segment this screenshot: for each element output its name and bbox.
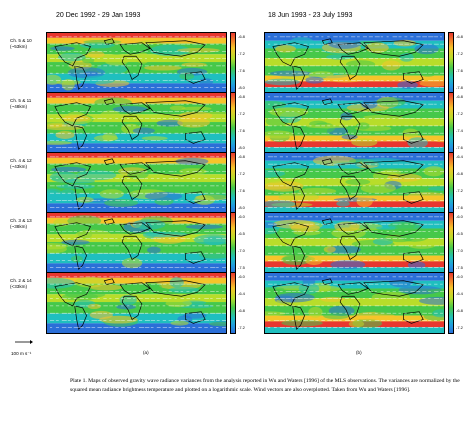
colorbar-tick-label: -6.5 <box>456 231 463 236</box>
colorbar-tick-label: -6.8 <box>238 154 245 159</box>
colorbar-tick-label: -6.4 <box>238 291 245 296</box>
row-label-channels: Ch. 5 & 10 <box>10 38 32 43</box>
variance-map-left <box>46 32 227 94</box>
row-label-altitude: (<33km) <box>10 284 27 289</box>
colorbar-tick-label: -6.8 <box>456 94 463 99</box>
colorbar-tick-label: -6.8 <box>456 171 463 176</box>
colorbar-tick-label: -7.6 <box>456 205 463 210</box>
colorbar-tick-label: -7.6 <box>238 188 245 193</box>
colorbar-tick-label: -7.2 <box>456 111 463 116</box>
variance-map-right <box>264 272 445 334</box>
variance-map-right <box>264 92 445 154</box>
colorbar <box>448 32 454 94</box>
colorbar-tick-label: -6.8 <box>238 308 245 313</box>
colorbar-tick-label: -7.2 <box>238 325 245 330</box>
row-label-channels: Ch. 4 & 12 <box>10 158 32 163</box>
colorbar-tick-label: -6.0 <box>238 214 245 219</box>
row-label-channels: Ch. 3 & 13 <box>10 218 32 223</box>
colorbar-tick-label: -7.5 <box>456 265 463 270</box>
colorbar <box>448 212 454 274</box>
row-label-altitude: (~43km) <box>10 164 27 169</box>
figure-caption: Plate 1. Maps of observed gravity wave r… <box>70 378 460 393</box>
colorbar-tick-label: -7.2 <box>456 325 463 330</box>
variance-map-left <box>46 92 227 154</box>
colorbar <box>230 212 236 274</box>
variance-map-left <box>46 152 227 214</box>
colorbar-tick-label: -7.2 <box>456 51 463 56</box>
colorbar-tick-label: -8.0 <box>238 85 245 90</box>
colorbar-tick-label: -6.8 <box>238 94 245 99</box>
right-column-title: 18 Jun 1993 - 23 July 1993 <box>268 12 353 19</box>
variance-map-left <box>46 272 227 334</box>
row-label-altitude: (~38km) <box>10 224 27 229</box>
colorbar-tick-label: -7.2 <box>238 51 245 56</box>
row-label: Ch. 2 & 14 (<33km) <box>10 278 36 290</box>
colorbar <box>230 152 236 214</box>
panel-label-b: (b) <box>356 350 362 355</box>
colorbar-tick-label: -6.8 <box>456 308 463 313</box>
colorbar <box>230 272 236 334</box>
variance-map-right <box>264 152 445 214</box>
colorbar-tick-label: -7.5 <box>238 265 245 270</box>
reference-arrow-icon <box>15 340 33 344</box>
colorbar-tick-label: -6.4 <box>456 291 463 296</box>
colorbar-tick-label: -7.2 <box>238 171 245 176</box>
variance-map-right <box>264 32 445 94</box>
row-label-channels: Ch. 5 & 11 <box>10 98 32 103</box>
panel-label-a: (a) <box>143 350 149 355</box>
colorbar-tick-label: -6.0 <box>456 274 463 279</box>
colorbar-tick-label: -7.0 <box>238 248 245 253</box>
reference-vector-label: 100 m s⁻¹ <box>11 351 32 356</box>
variance-map-right <box>264 212 445 274</box>
colorbar-tick-label: -6.8 <box>456 34 463 39</box>
colorbar-tick-label: -6.0 <box>238 274 245 279</box>
row-label: Ch. 5 & 10 (~53km) <box>10 38 36 50</box>
colorbar-tick-label: -7.4 <box>456 128 463 133</box>
colorbar-tick-label: -6.8 <box>238 34 245 39</box>
colorbar-tick-label: -6.0 <box>456 214 463 219</box>
colorbar-tick-label: -8.0 <box>238 145 245 150</box>
colorbar-tick-label: -7.6 <box>238 68 245 73</box>
left-column-title: 20 Dec 1992 - 29 Jan 1993 <box>56 12 141 19</box>
row-label-altitude: (~48km) <box>10 104 27 109</box>
colorbar-tick-label: -7.6 <box>456 68 463 73</box>
row-label-channels: Ch. 2 & 14 <box>10 278 32 283</box>
colorbar <box>230 92 236 154</box>
colorbar-tick-label: -7.6 <box>238 128 245 133</box>
colorbar-tick-label: -6.5 <box>238 231 245 236</box>
colorbar <box>448 152 454 214</box>
row-label-altitude: (~53km) <box>10 44 27 49</box>
colorbar-tick-label: -7.6 <box>456 145 463 150</box>
row-label: Ch. 3 & 13 (~38km) <box>10 218 36 230</box>
colorbar-tick-label: -7.8 <box>456 85 463 90</box>
colorbar-tick-label: -7.0 <box>456 248 463 253</box>
row-label: Ch. 5 & 11 (~48km) <box>10 98 36 110</box>
colorbar <box>448 92 454 154</box>
row-label: Ch. 4 & 12 (~43km) <box>10 158 36 170</box>
colorbar <box>448 272 454 334</box>
colorbar-tick-label: -8.0 <box>238 205 245 210</box>
colorbar-tick-label: -7.2 <box>456 188 463 193</box>
colorbar-tick-label: -7.2 <box>238 111 245 116</box>
variance-map-left <box>46 212 227 274</box>
colorbar-tick-label: -6.4 <box>456 154 463 159</box>
colorbar <box>230 32 236 94</box>
